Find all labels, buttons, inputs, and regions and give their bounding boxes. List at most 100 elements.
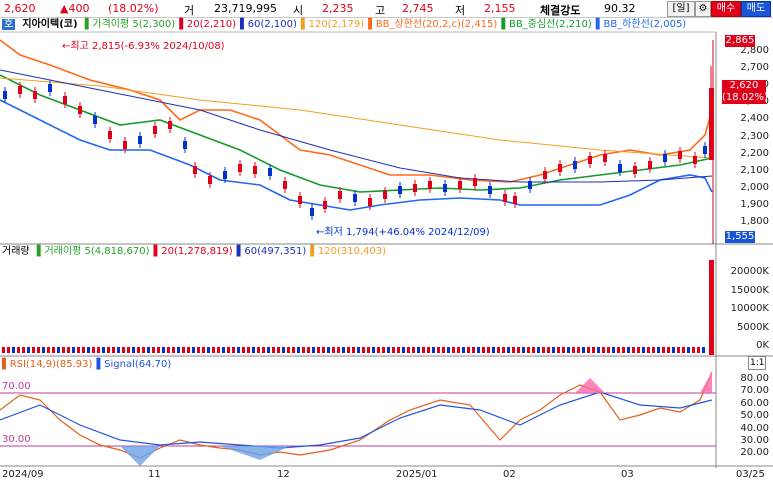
volume-legend-item[interactable]: ▌20(1,278,819) [153, 246, 233, 257]
volume-bar [677, 347, 680, 353]
candle-body [3, 91, 7, 99]
candle-body [123, 141, 127, 149]
volume-bar [502, 347, 505, 353]
price-legend-item[interactable]: ▌BB_중심선(2,210) [501, 19, 592, 30]
rsi-overbought-fill [575, 378, 605, 393]
volume-bar [57, 347, 60, 353]
candle-body [678, 151, 682, 159]
candle-body [413, 184, 417, 192]
rsi-level-low: 30.00 [2, 434, 31, 445]
volume-bar [72, 347, 75, 353]
sell-button[interactable]: 매도 [741, 1, 771, 17]
candle-body [78, 106, 82, 114]
price-legend-item[interactable]: ▌BB_상한선(20,2,c)(2,415) [368, 19, 498, 30]
current-price: 2,620 [4, 2, 36, 15]
volume-bar [77, 347, 80, 353]
candle-body [338, 191, 342, 199]
volume-bar [382, 347, 385, 353]
volume-bar [292, 347, 295, 353]
volume-bar [622, 347, 625, 353]
candle-body [138, 136, 142, 144]
volume-bar [372, 347, 375, 353]
volume-bar [12, 347, 15, 353]
volume-bar [227, 347, 230, 353]
volume-bar [82, 347, 85, 353]
candle-body [383, 191, 387, 199]
high-annotation: ←최고 2,815(-6.93% 2024/10/08) [62, 41, 225, 52]
axis-tick-label: 5000K [736, 321, 769, 333]
volume-bar [92, 347, 95, 353]
volume-bar [267, 347, 270, 353]
axis-tick-label: 2,400 [740, 113, 769, 125]
volume-bar [477, 347, 480, 353]
volume-legend-item[interactable]: ▌120(310,403) [310, 246, 387, 257]
rsi-legend: ▌RSI(14,9)(85.93) ▌Signal(64.70) [2, 359, 179, 371]
high-value: 2,745 [402, 2, 434, 15]
volume-legend-item[interactable]: ▌60(497,351) [236, 246, 307, 257]
volume-bar [262, 347, 265, 353]
rsi-oversold-fill [220, 446, 290, 460]
volume-bar [687, 347, 690, 353]
price-legend-item[interactable]: ▌가격이평 5(2,300) [84, 19, 176, 30]
volume-bar [167, 347, 170, 353]
volume-bar [347, 347, 350, 353]
candle-body [238, 164, 242, 172]
volume-bar [467, 347, 470, 353]
buy-button[interactable]: 매수 [711, 1, 741, 17]
volume-bar [407, 347, 410, 353]
candle-body [633, 166, 637, 174]
date-tick-label: 2024/09 [2, 469, 44, 480]
strength-value: 90.32 [604, 2, 636, 15]
candle-body [283, 181, 287, 189]
axis-tick-label: 1,900 [740, 198, 769, 210]
volume-bar [587, 347, 590, 353]
volume-bar [222, 347, 225, 353]
candle-body [93, 116, 97, 124]
axis-tick-label: 2,700 [740, 62, 769, 74]
date-tick-label: 11 [148, 469, 161, 480]
volume-bar [632, 347, 635, 353]
volume-bar [127, 347, 130, 353]
price-legend-item[interactable]: ▌120(2,179) [300, 19, 365, 30]
volume-bar [652, 347, 655, 353]
volume-bar [17, 347, 20, 353]
candle-body [153, 126, 157, 134]
candle-body [428, 181, 432, 189]
candle-body [368, 198, 372, 206]
open-label: 시 [293, 4, 304, 17]
date-tick-label: 03/25 [736, 469, 765, 480]
volume-bar [542, 347, 545, 353]
axis-tick-label: 20000K [730, 266, 769, 277]
chart-tab[interactable]: 호 [2, 19, 16, 30]
volume-bar [532, 347, 535, 353]
gear-icon[interactable]: ⚙ [695, 1, 711, 17]
rsi-legend-item[interactable]: ▌RSI(14,9)(85.93) [2, 359, 93, 370]
volume-bar [337, 347, 340, 353]
volume-bar [682, 347, 685, 353]
volume-bar [32, 347, 35, 353]
volume-bar [107, 347, 110, 353]
volume-bar [332, 347, 335, 353]
rsi-legend-item[interactable]: ▌Signal(64.70) [96, 359, 172, 370]
period-button[interactable]: [일] [667, 1, 695, 17]
volume-bar [297, 347, 300, 353]
volume-bar [52, 347, 55, 353]
stock-name[interactable]: 지아이텍(코) [22, 19, 78, 30]
price-legend-item[interactable]: ▌60(2,100) [240, 19, 297, 30]
volume-bar [112, 347, 115, 353]
volume-bar [2, 347, 5, 353]
bottom-price-tag: 1,555 [725, 231, 755, 243]
candle-body [253, 166, 257, 174]
price-legend-item[interactable]: ▌BB_하한선(2,005) [595, 19, 687, 30]
price-legend-item[interactable]: ▌20(2,210) [179, 19, 237, 30]
candle-body [298, 196, 302, 204]
volume-bar [302, 347, 305, 353]
volume-bar [192, 347, 195, 353]
volume-bar [327, 347, 330, 353]
volume-bar [432, 347, 435, 353]
candle-body [693, 156, 697, 164]
volume-scale-tag[interactable]: 1:1 [748, 356, 767, 370]
volume-legend-item[interactable]: ▌거래이평 5(4,818,670) [36, 246, 150, 257]
volume-bar [162, 347, 165, 353]
